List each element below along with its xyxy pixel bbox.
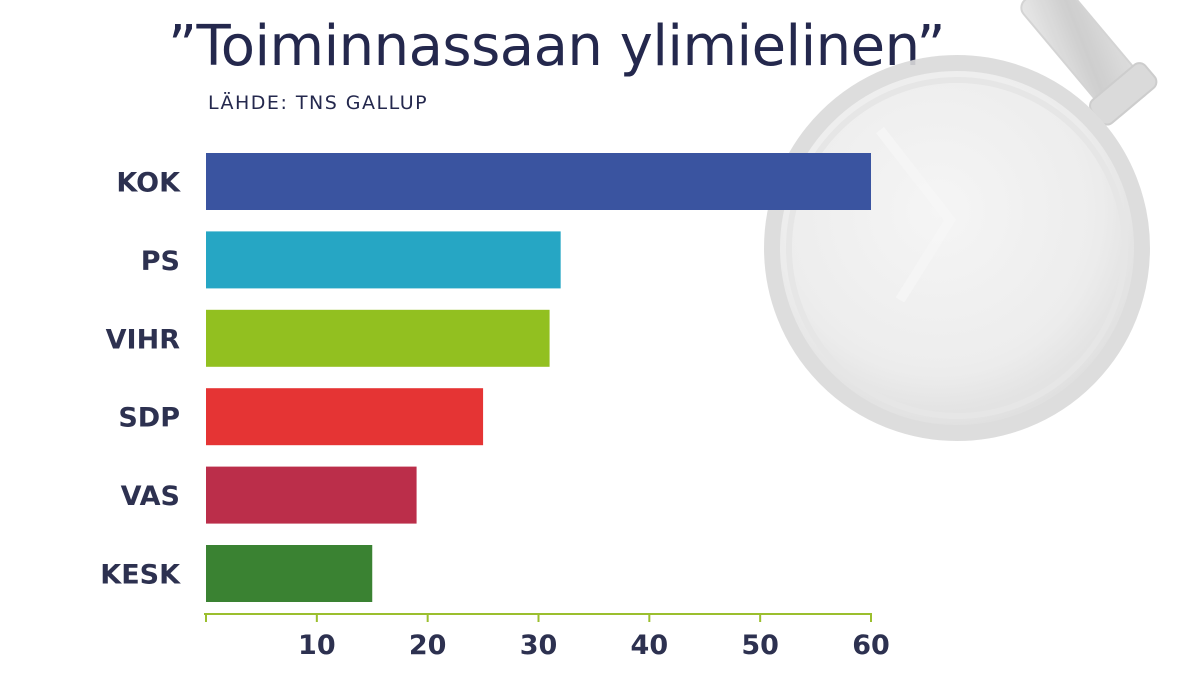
x-tick-label-30: 30 [520, 630, 558, 661]
bar-kesk [206, 545, 373, 602]
magnifying-glass-icon [764, 0, 1158, 441]
x-tick-label-20: 20 [409, 630, 447, 661]
bar-vas [206, 466, 417, 524]
x-tick-label-40: 40 [631, 630, 669, 661]
category-label-ps: PS [141, 246, 180, 277]
category-label-kok: KOK [116, 168, 181, 199]
category-label-vas: VAS [121, 481, 180, 512]
bar-vihr [206, 309, 550, 367]
bar-kok [206, 153, 871, 210]
category-label-vihr: VIHR [106, 324, 181, 355]
chart-subtitle: LÄHDE: TNS GALLUP [208, 92, 429, 114]
bar-sdp [206, 388, 484, 446]
chart-title: ”Toiminnassaan ylimielinen” [168, 14, 946, 79]
category-label-sdp: SDP [118, 403, 180, 434]
x-tick-label-60: 60 [852, 630, 890, 661]
x-tick-label-10: 10 [298, 630, 336, 661]
bar-ps [206, 231, 561, 289]
x-tick-label-50: 50 [741, 630, 779, 661]
category-label-kesk: KESK [100, 560, 181, 591]
